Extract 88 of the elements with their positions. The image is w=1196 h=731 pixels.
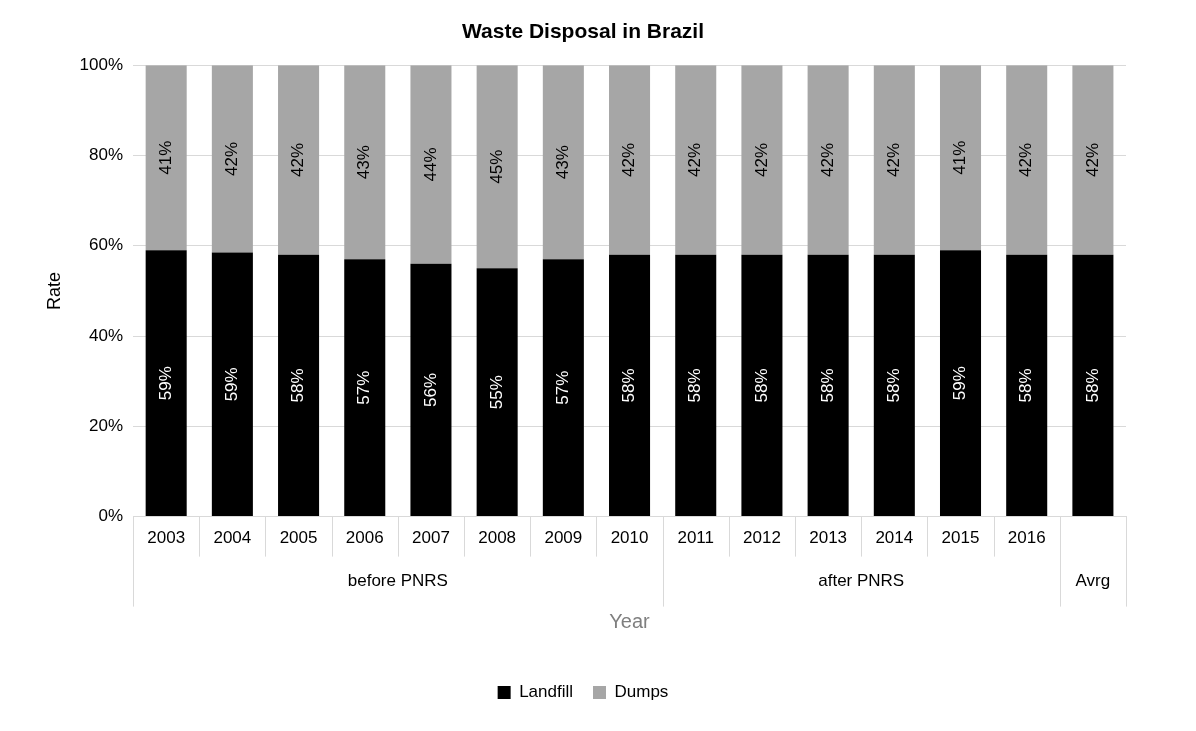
data-label: 43% xyxy=(354,145,374,180)
bar xyxy=(476,65,518,269)
bar xyxy=(807,65,849,255)
data-label: 59% xyxy=(222,367,242,402)
data-label: 42% xyxy=(751,142,771,178)
bar xyxy=(609,254,651,517)
bar xyxy=(344,65,386,260)
data-label: 41% xyxy=(950,140,970,175)
data-label: 58% xyxy=(685,368,705,403)
y-tick-label: 0% xyxy=(98,506,124,526)
data-label: 42% xyxy=(222,141,242,176)
data-label: 58% xyxy=(817,368,837,403)
bar xyxy=(542,65,584,260)
x-axis-title: Year xyxy=(609,609,651,632)
bar xyxy=(1072,65,1114,255)
x-tick-label: 2010 xyxy=(610,528,649,548)
y-tick-label: 80% xyxy=(89,145,124,165)
bar xyxy=(1006,254,1048,517)
data-label: 42% xyxy=(1082,142,1102,178)
x-tick-label: 2011 xyxy=(677,528,715,548)
bar xyxy=(939,250,982,517)
data-label: 58% xyxy=(1082,368,1102,403)
data-label: 59% xyxy=(155,366,175,401)
y-tick-label: 20% xyxy=(89,416,124,436)
x-tick-label: 2008 xyxy=(478,528,517,548)
data-label: 58% xyxy=(619,368,639,403)
data-label: 56% xyxy=(420,372,440,407)
x-tick-label: 2007 xyxy=(412,528,450,548)
data-label: 43% xyxy=(553,145,573,180)
bar xyxy=(476,268,518,517)
y-axis-title: Rate xyxy=(43,271,64,310)
data-label: 42% xyxy=(685,142,705,178)
bar xyxy=(344,259,386,517)
data-label: 42% xyxy=(1016,142,1036,178)
bar xyxy=(873,254,915,517)
bar xyxy=(675,254,717,517)
data-label: 42% xyxy=(817,142,837,178)
text: Avrg xyxy=(1075,571,1111,591)
x-tick-label: 2004 xyxy=(213,528,252,548)
bar xyxy=(145,65,187,251)
x-tick-label: 2013 xyxy=(809,528,848,548)
bar xyxy=(873,65,915,255)
bar xyxy=(410,65,452,264)
data-label: 58% xyxy=(884,368,904,403)
bar xyxy=(542,259,584,517)
x-tick-label: 2014 xyxy=(875,528,914,548)
x-tick-label: 2006 xyxy=(345,528,384,548)
data-label: 45% xyxy=(486,149,506,184)
data-label: 58% xyxy=(288,368,308,403)
bar xyxy=(675,65,717,255)
data-label: 58% xyxy=(1016,368,1036,403)
bar xyxy=(807,254,849,517)
bar xyxy=(278,254,320,517)
bar xyxy=(211,252,253,517)
bar xyxy=(410,263,452,517)
legend-label: Landfill xyxy=(519,682,574,702)
x-tick-label: 2005 xyxy=(279,528,318,548)
data-label: 42% xyxy=(884,142,904,178)
chart-title: Waste Disposal in Brazil xyxy=(462,19,704,43)
data-label: 42% xyxy=(288,142,308,178)
text: after PNRS xyxy=(818,571,905,591)
y-tick-label: 60% xyxy=(89,235,124,255)
data-label: 44% xyxy=(420,147,440,182)
x-tick-label: 2003 xyxy=(147,528,186,548)
bar xyxy=(939,65,982,251)
bar xyxy=(1072,254,1114,517)
bar xyxy=(741,65,783,255)
bar xyxy=(741,254,783,517)
x-tick-label: 2016 xyxy=(1007,528,1046,548)
data-label: 58% xyxy=(751,368,771,403)
legend-label: Dumps xyxy=(614,682,669,702)
text: before PNRS xyxy=(347,571,448,591)
data-label: 57% xyxy=(354,370,374,405)
bar xyxy=(1006,65,1048,255)
data-label: 55% xyxy=(486,375,506,410)
bar xyxy=(211,65,253,253)
bar xyxy=(609,65,651,255)
data-label: 41% xyxy=(155,140,175,175)
y-tick-label: 100% xyxy=(79,54,124,74)
bar xyxy=(278,65,320,255)
bar xyxy=(145,250,187,517)
x-tick-label: 2009 xyxy=(544,528,583,548)
data-label: 42% xyxy=(619,142,639,178)
y-tick-label: 40% xyxy=(89,325,124,345)
x-tick-label: 2012 xyxy=(743,528,781,548)
x-tick-label: 2015 xyxy=(941,528,980,548)
data-label: 59% xyxy=(950,366,970,401)
data-label: 57% xyxy=(553,370,573,405)
